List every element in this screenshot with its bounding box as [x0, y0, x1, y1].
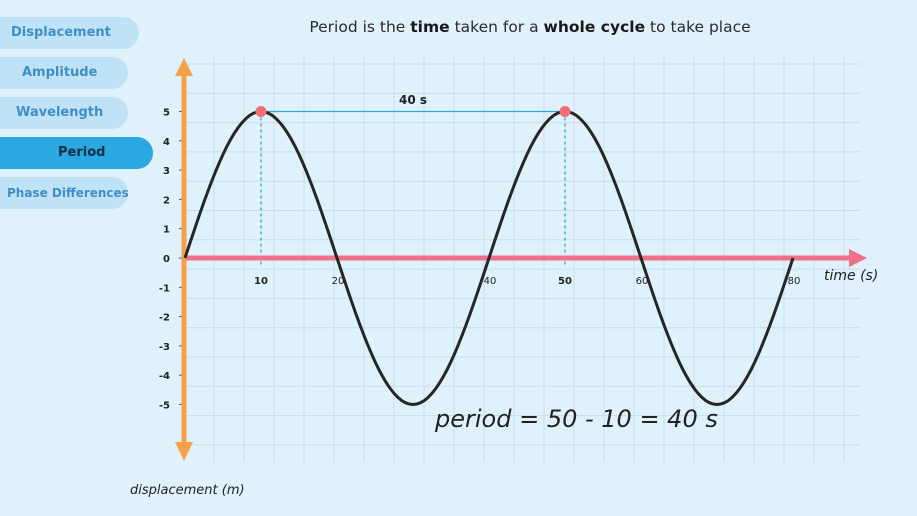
sine-wave	[183, 109, 795, 407]
x-tick-label: 10	[254, 276, 268, 287]
y-tick-label: 3	[163, 166, 170, 177]
y-tick-label: -1	[159, 283, 170, 294]
y-tick-label: 1	[163, 225, 170, 236]
peak-markers	[255, 106, 571, 117]
x-tick-label: 50	[558, 276, 572, 287]
period-guides	[260, 110, 566, 266]
title-text-1: Period is the	[309, 18, 411, 36]
tab-wavelength[interactable]: Wavelength	[0, 97, 128, 129]
grid	[183, 57, 860, 462]
tab-period-label: Period	[58, 145, 106, 160]
tab-displacement-label: Displacement	[11, 25, 111, 40]
x-tick-label: 80	[788, 276, 801, 287]
page-title: Period is the time taken for a whole cyc…	[260, 18, 800, 36]
tab-period[interactable]: Period	[0, 137, 153, 169]
y-axis-label: displacement (m)	[130, 483, 245, 498]
x-tick-label: 40	[484, 276, 497, 287]
x-tick-label: 20	[332, 276, 345, 287]
y-tick-label: 4	[163, 137, 170, 148]
y-tick-labels: 5 4 3 2 1 0 -1 -2 -3 -4 -5	[159, 108, 170, 412]
y-tick-label: -4	[159, 371, 170, 382]
peak-marker	[559, 106, 571, 117]
tab-displacement[interactable]: Displacement	[0, 17, 139, 49]
y-axis-arrowhead-down	[175, 442, 193, 461]
title-bold-whole-cycle: whole cycle	[543, 18, 646, 36]
y-tick-label: 0	[163, 254, 170, 265]
y-tick-label: -5	[159, 401, 170, 412]
title-bold-time: time	[410, 18, 450, 36]
x-axis-arrowhead	[849, 249, 867, 267]
y-axis-arrowhead-up	[175, 58, 193, 76]
tab-phase-differences-label: Phase Differences	[7, 186, 129, 200]
tab-phase-differences[interactable]: Phase Differences	[0, 177, 129, 209]
peak-marker	[255, 106, 267, 117]
period-length-label: 40 s	[399, 93, 427, 107]
x-tick-labels: 10 20 40 50 60 80	[254, 276, 800, 287]
title-text-2: taken for a	[449, 18, 544, 36]
x-axis-label: time (s)	[824, 268, 878, 284]
period-equation: period = 50 - 10 = 40 s	[434, 405, 718, 433]
tab-amplitude-label: Amplitude	[22, 65, 98, 80]
y-tick-label: -2	[159, 313, 170, 324]
tab-amplitude[interactable]: Amplitude	[0, 57, 128, 89]
x-tick-label: 60	[636, 276, 649, 287]
y-tick-label: 2	[163, 195, 170, 206]
title-text-3: to take place	[645, 18, 751, 36]
y-tick-label: -3	[159, 342, 170, 353]
y-tick-label: 5	[163, 108, 170, 119]
tab-wavelength-label: Wavelength	[16, 105, 104, 120]
